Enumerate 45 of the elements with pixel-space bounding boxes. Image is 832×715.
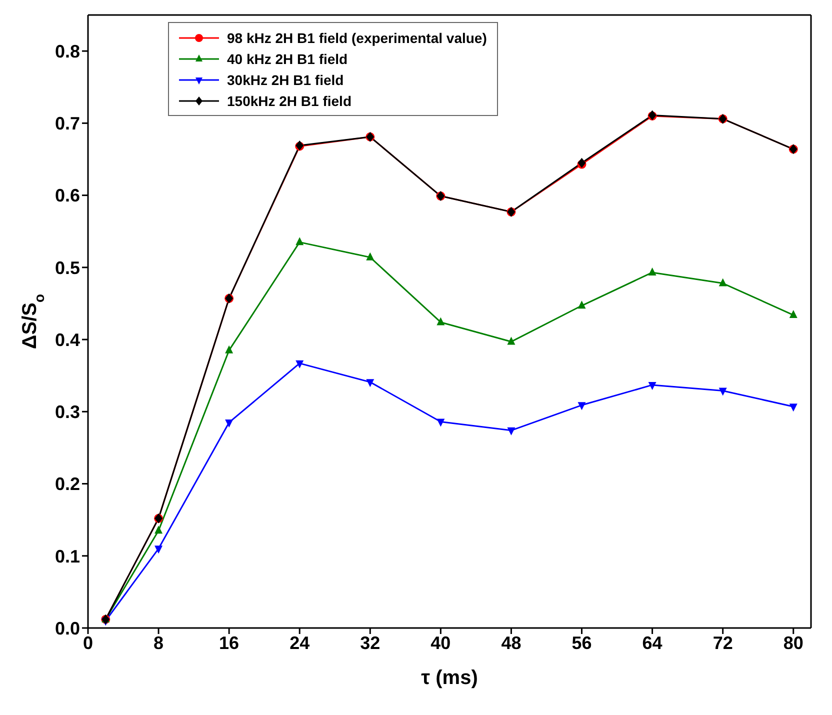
legend-label: 98 kHz 2H B1 field (experimental value) [227,30,487,46]
y-tick-label: 0.8 [54,41,80,62]
point [507,336,516,345]
y-tick-label: 0.0 [54,618,80,638]
point [789,404,798,412]
y-tick-label: 0.7 [54,114,80,134]
legend-label: 150kHz 2H B1 field [227,92,352,108]
point [507,427,516,436]
x-tick-label: 40 [430,632,451,653]
y-tick-label: 0.2 [54,474,80,494]
x-tick-label: 80 [783,632,804,653]
y-tick-label: 0.4 [54,330,80,350]
point [578,300,586,309]
legend-label: 40 kHz 2H B1 field [227,50,348,66]
point [789,310,798,318]
point [648,267,656,276]
point [436,317,445,326]
point [366,252,374,260]
point [436,418,445,427]
point [718,388,727,396]
point [648,382,656,390]
legend-label: 30kHz 2H B1 field [227,72,344,88]
x-tick-label: 72 [712,632,733,653]
x-tick-label: 64 [642,632,662,653]
point [225,345,234,354]
point [154,526,163,534]
x-axis-title: τ (ms) [421,667,478,689]
x-tick-label: 8 [154,632,164,653]
y-tick-label: 0.1 [54,546,80,566]
x-tick-label: 16 [219,632,240,653]
x-tick-label: 32 [360,632,380,653]
y-tick-label: 0.6 [54,186,80,206]
y-tick-label: 0.5 [54,258,80,278]
point [154,546,163,554]
y-tick-label: 0.3 [54,402,80,422]
point [296,237,304,246]
point [718,278,727,286]
point [225,419,234,428]
point [578,402,586,410]
x-tick-label: 24 [290,632,310,653]
x-tick-label: 56 [572,632,592,653]
x-tick-label: 48 [501,632,522,653]
point [366,379,374,388]
x-tick-label: 0 [82,632,94,653]
point [296,360,304,368]
